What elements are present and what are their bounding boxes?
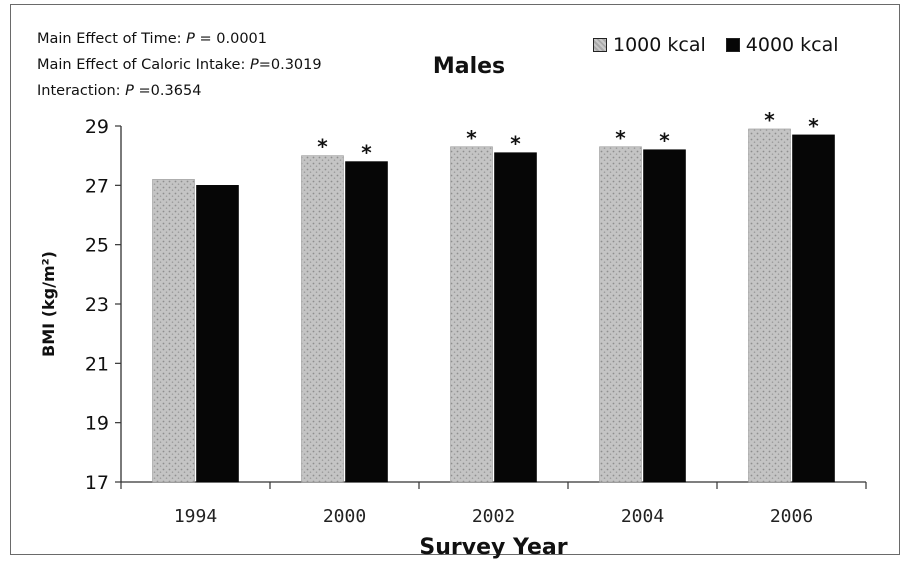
x-tick-label: 1994 (174, 506, 217, 527)
bar-4000-kcal-2002 (494, 152, 537, 483)
legend-label-1000-kcal: 1000 kcal (613, 34, 706, 56)
chart-legend: 1000 kcal 4000 kcal (593, 34, 859, 56)
legend-label-4000-kcal: 4000 kcal (745, 34, 839, 56)
bar-1000-kcal-2004 (599, 146, 642, 483)
significance-marker: * (615, 126, 626, 150)
bar-1000-kcal-2002 (450, 146, 493, 483)
bar-1000-kcal-1994 (152, 179, 195, 483)
legend-item-4000-kcal: 4000 kcal (725, 34, 839, 56)
significance-marker: * (764, 108, 775, 132)
bar-4000-kcal-2006 (792, 134, 835, 483)
x-tick-label: 2006 (770, 506, 813, 527)
stat-interaction: Interaction: P =0.3654 (37, 83, 202, 99)
bar-4000-kcal-2004 (643, 149, 686, 483)
y-tick-label: 17 (85, 472, 109, 494)
bar-1000-kcal-2006 (748, 128, 791, 483)
significance-marker: * (659, 129, 670, 153)
legend-swatch-1000-kcal (593, 38, 607, 52)
bar-1000-kcal-2000 (301, 155, 344, 483)
y-tick-label: 19 (85, 413, 109, 435)
significance-marker: * (808, 114, 819, 138)
bar-4000-kcal-2000 (345, 161, 388, 483)
stat-caloric: Main Effect of Caloric Intake: P=0.3019 (37, 57, 322, 73)
x-tick-label: 2004 (621, 506, 664, 527)
x-axis-label: Survey Year (419, 535, 567, 560)
y-tick-label: 25 (85, 235, 109, 257)
significance-marker: * (317, 135, 328, 159)
stats-annotation: Main Effect of Time: P = 0.0001 Main Eff… (37, 26, 322, 104)
bar-4000-kcal-1994 (196, 185, 239, 483)
y-tick-label: 23 (85, 294, 109, 316)
chart-title: Males (432, 54, 506, 79)
y-tick-label: 21 (85, 353, 109, 375)
stat-time: Main Effect of Time: P = 0.0001 (37, 31, 267, 47)
x-tick-label: 2002 (472, 506, 515, 527)
legend-swatch-4000-kcal (725, 38, 740, 52)
y-tick-label: 29 (85, 116, 109, 138)
x-tick-label: 2000 (323, 506, 366, 527)
chart-frame (10, 4, 900, 555)
significance-marker: * (361, 141, 372, 165)
legend-item-1000-kcal: 1000 kcal (593, 34, 706, 56)
y-axis-label: BMI (kg/m²) (39, 251, 58, 357)
significance-marker: * (466, 126, 477, 150)
significance-marker: * (510, 132, 521, 156)
y-tick-label: 27 (85, 175, 109, 197)
